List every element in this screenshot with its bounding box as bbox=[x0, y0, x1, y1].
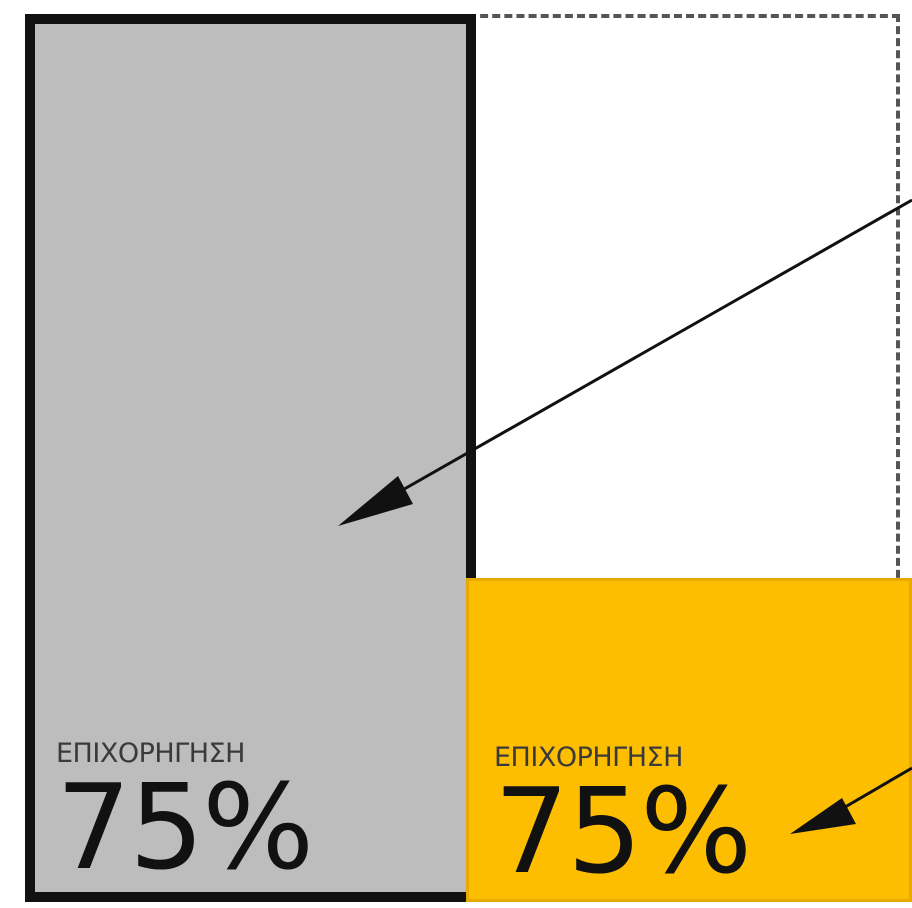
long-arrow-shaft bbox=[384, 198, 912, 502]
yellow-panel-caption: ΕΠΙΧΟΡΗΓΗΣΗ bbox=[494, 742, 683, 773]
long-diagonal-arrow bbox=[338, 198, 912, 526]
long-arrow-head bbox=[338, 476, 413, 526]
short-arrow-shaft bbox=[839, 766, 912, 812]
short-arrow-head bbox=[790, 798, 856, 834]
grey-panel-caption: ΕΠΙΧΟΡΗΓΗΣΗ bbox=[56, 738, 245, 769]
grey-panel-percentage: 75% bbox=[56, 758, 314, 896]
yellow-subsidy-panel bbox=[466, 578, 912, 902]
grey-subsidy-panel bbox=[25, 14, 476, 902]
yellow-panel-percentage: 75% bbox=[494, 762, 752, 900]
dashed-outline-frame bbox=[468, 14, 900, 590]
short-diagonal-arrow bbox=[790, 766, 912, 834]
